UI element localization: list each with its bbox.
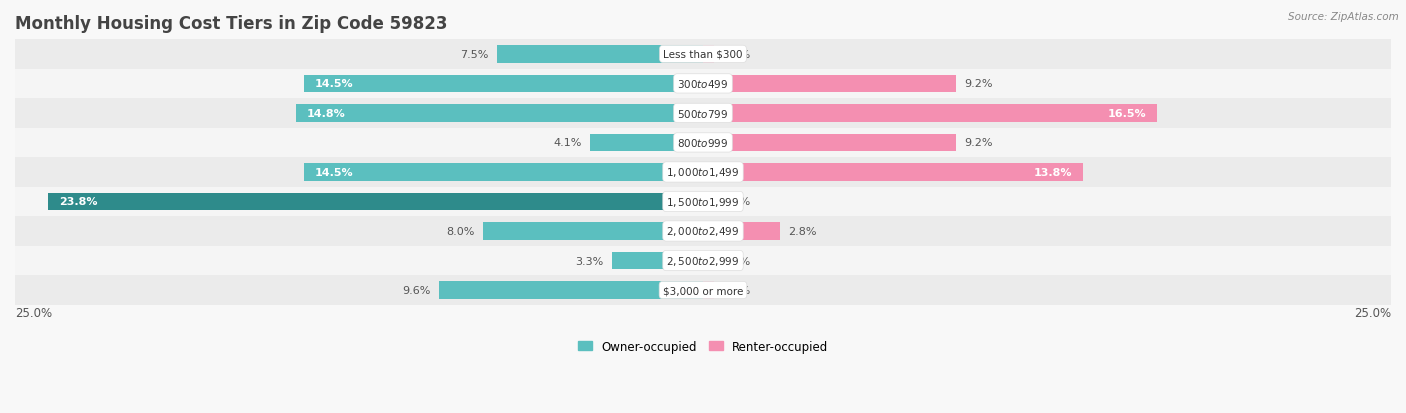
Text: 0.0%: 0.0% bbox=[723, 197, 751, 207]
Bar bbox=[15, 99, 1391, 128]
Text: 0.0%: 0.0% bbox=[723, 50, 751, 60]
Text: $300 to $499: $300 to $499 bbox=[678, 78, 728, 90]
Bar bbox=[15, 246, 1391, 275]
Bar bbox=[703, 282, 714, 299]
Bar bbox=[15, 40, 1391, 69]
Text: 23.8%: 23.8% bbox=[59, 197, 97, 207]
Text: $800 to $999: $800 to $999 bbox=[678, 137, 728, 149]
Bar bbox=[703, 105, 1157, 123]
Text: 25.0%: 25.0% bbox=[1354, 306, 1391, 320]
Text: 9.2%: 9.2% bbox=[965, 138, 993, 148]
Bar bbox=[703, 193, 714, 211]
Text: 8.0%: 8.0% bbox=[446, 226, 475, 236]
Bar bbox=[295, 105, 703, 123]
Text: Source: ZipAtlas.com: Source: ZipAtlas.com bbox=[1288, 12, 1399, 22]
Bar bbox=[703, 223, 780, 240]
Text: Monthly Housing Cost Tiers in Zip Code 59823: Monthly Housing Cost Tiers in Zip Code 5… bbox=[15, 15, 447, 33]
Text: 0.0%: 0.0% bbox=[723, 256, 751, 266]
Text: $2,500 to $2,999: $2,500 to $2,999 bbox=[666, 254, 740, 267]
Text: 16.5%: 16.5% bbox=[1108, 109, 1146, 119]
Text: 2.8%: 2.8% bbox=[789, 226, 817, 236]
Text: $500 to $799: $500 to $799 bbox=[678, 108, 728, 120]
Bar bbox=[703, 46, 714, 64]
Bar bbox=[15, 69, 1391, 99]
Bar bbox=[48, 193, 703, 211]
Bar bbox=[15, 187, 1391, 217]
Text: $1,500 to $1,999: $1,500 to $1,999 bbox=[666, 195, 740, 209]
Text: 0.0%: 0.0% bbox=[723, 285, 751, 295]
Text: Less than $300: Less than $300 bbox=[664, 50, 742, 60]
Text: 9.2%: 9.2% bbox=[965, 79, 993, 89]
Text: 3.3%: 3.3% bbox=[575, 256, 605, 266]
Bar bbox=[703, 75, 956, 93]
Bar bbox=[304, 75, 703, 93]
Bar bbox=[703, 164, 1083, 181]
Text: $1,000 to $1,499: $1,000 to $1,499 bbox=[666, 166, 740, 179]
Bar bbox=[15, 128, 1391, 158]
Text: 14.5%: 14.5% bbox=[315, 79, 353, 89]
Bar bbox=[15, 217, 1391, 246]
Bar bbox=[703, 252, 714, 270]
Bar bbox=[482, 223, 703, 240]
Text: 4.1%: 4.1% bbox=[554, 138, 582, 148]
Text: 14.5%: 14.5% bbox=[315, 168, 353, 178]
Bar bbox=[703, 134, 956, 152]
Bar bbox=[591, 134, 703, 152]
Text: $2,000 to $2,499: $2,000 to $2,499 bbox=[666, 225, 740, 238]
Bar bbox=[304, 164, 703, 181]
Bar bbox=[15, 275, 1391, 305]
Text: 25.0%: 25.0% bbox=[15, 306, 52, 320]
Text: 9.6%: 9.6% bbox=[402, 285, 430, 295]
Legend: Owner-occupied, Renter-occupied: Owner-occupied, Renter-occupied bbox=[572, 335, 834, 358]
Bar bbox=[612, 252, 703, 270]
Text: 7.5%: 7.5% bbox=[460, 50, 488, 60]
Text: 14.8%: 14.8% bbox=[307, 109, 346, 119]
Bar bbox=[439, 282, 703, 299]
Text: 13.8%: 13.8% bbox=[1033, 168, 1071, 178]
Text: $3,000 or more: $3,000 or more bbox=[662, 285, 744, 295]
Bar bbox=[15, 158, 1391, 187]
Bar bbox=[496, 46, 703, 64]
